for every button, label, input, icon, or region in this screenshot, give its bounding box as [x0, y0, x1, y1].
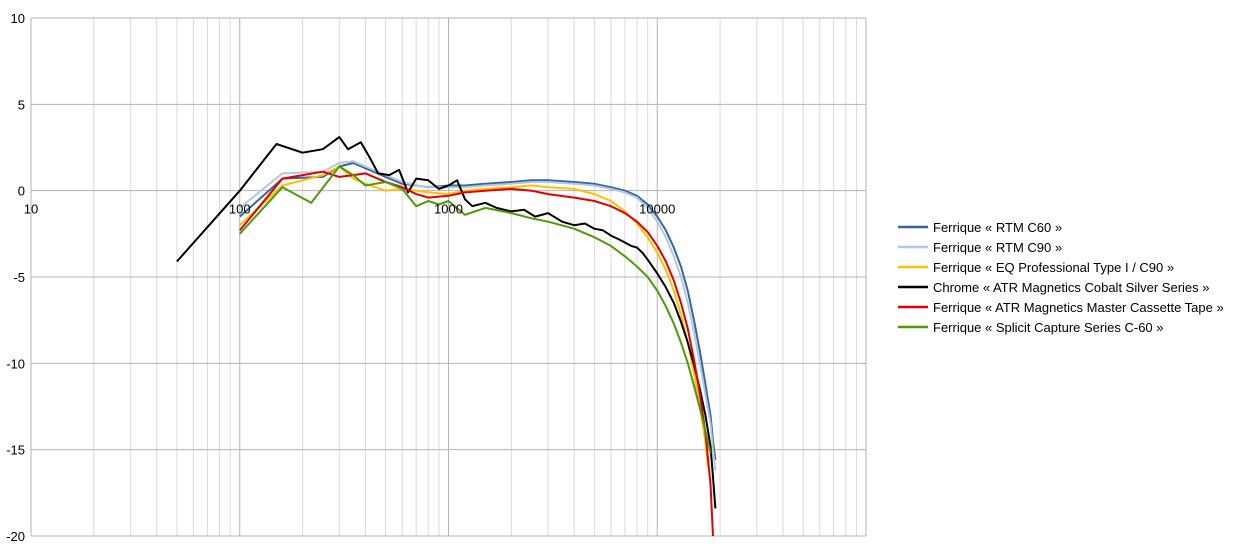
- series-line-6: [239, 165, 712, 454]
- legend-label: Ferrique « EQ Professional Type I / C90 …: [933, 260, 1174, 275]
- series-line-1: [239, 162, 717, 461]
- x-axis-tick-labels: 10 100 1000 10000: [24, 202, 676, 217]
- major-gridlines: [30, 17, 867, 537]
- x-tick-label: 100: [229, 202, 251, 217]
- series-line-2: [239, 160, 717, 471]
- x-tick-label: 10: [24, 202, 38, 217]
- y-axis-tick-labels: 10 5 0 -5 -10 -15 -20: [6, 11, 25, 544]
- legend-label: Ferrique « RTM C60 »: [933, 220, 1062, 235]
- series-line-4: [176, 136, 717, 509]
- y-tick-label: -5: [13, 270, 25, 285]
- legend-label: Ferrique « ATR Magnetics Master Cassette…: [933, 300, 1224, 315]
- y-tick-label: 10: [11, 11, 25, 26]
- legend-label: Ferrique « Splicit Capture Series C-60 »: [933, 320, 1164, 335]
- y-tick-label: -20: [6, 529, 25, 544]
- x-tick-label: 1000: [434, 202, 463, 217]
- y-tick-label: -15: [6, 443, 25, 458]
- legend-label: Chrome « ATR Magnetics Cobalt Silver Ser…: [933, 280, 1209, 295]
- series-line-3: [239, 165, 709, 467]
- legend-label: Ferrique « RTM C90 »: [933, 240, 1062, 255]
- y-tick-label: -10: [6, 356, 25, 371]
- legend: Ferrique « RTM C60 » Ferrique « RTM C90 »…: [898, 220, 1224, 335]
- y-tick-label: 5: [18, 97, 25, 112]
- series-lines: [176, 136, 717, 537]
- series-line-5: [239, 170, 714, 537]
- x-tick-label: 10000: [639, 202, 675, 217]
- y-tick-label: 0: [18, 184, 25, 199]
